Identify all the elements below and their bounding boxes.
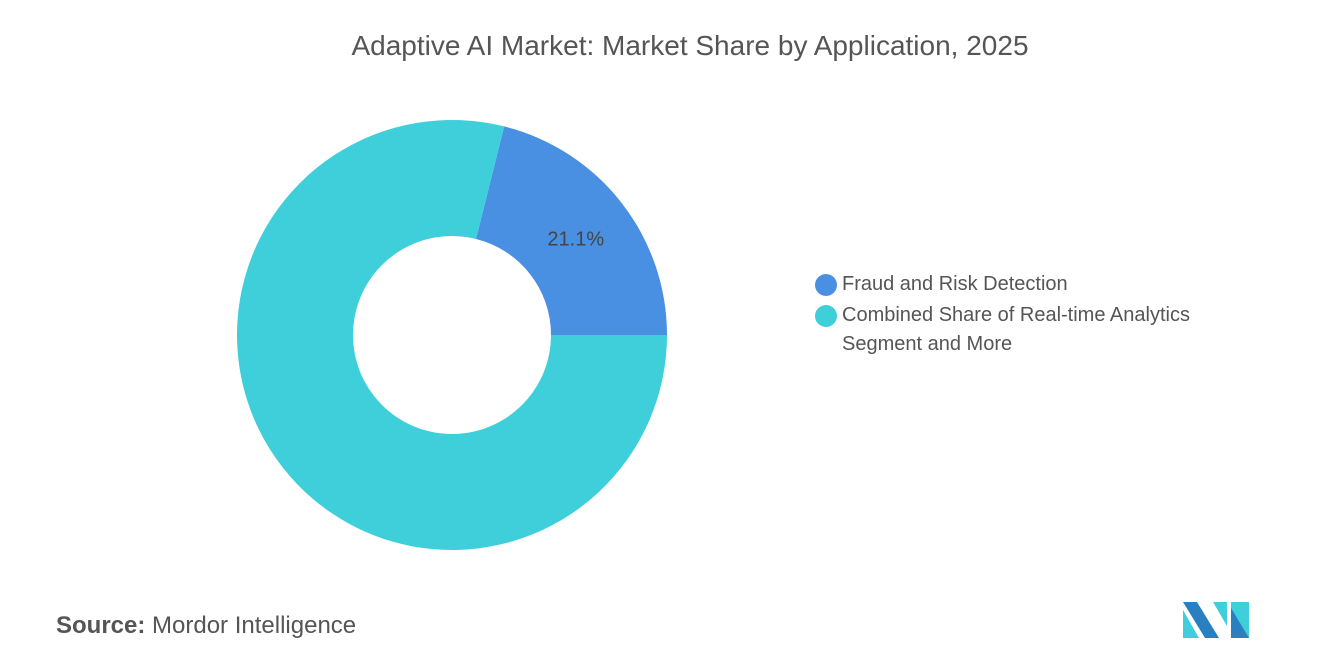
source-label: Source: xyxy=(56,612,146,639)
slice-data-label: 21.1% xyxy=(547,228,604,250)
donut-chart: 21.1% xyxy=(236,119,667,550)
source-note: Source: Mordor Intelligence xyxy=(56,612,356,640)
mordor-logo xyxy=(1183,602,1249,638)
donut-slice xyxy=(236,119,667,550)
legend-swatch xyxy=(815,305,837,327)
donut-slice xyxy=(476,126,667,335)
legend-label: Fraud and Risk Detection xyxy=(842,273,1068,295)
source-value: Mordor Intelligence xyxy=(152,612,357,639)
legend-item-combined: Combined Share of Real-time Analytics Se… xyxy=(815,301,1262,359)
legend-item-fraud: Fraud and Risk Detection xyxy=(815,270,1262,299)
legend-label: Combined Share of Real-time Analytics Se… xyxy=(842,304,1190,355)
legend-swatch xyxy=(815,274,837,296)
chart-title: Adaptive AI Market: Market Share by Appl… xyxy=(351,30,1029,61)
